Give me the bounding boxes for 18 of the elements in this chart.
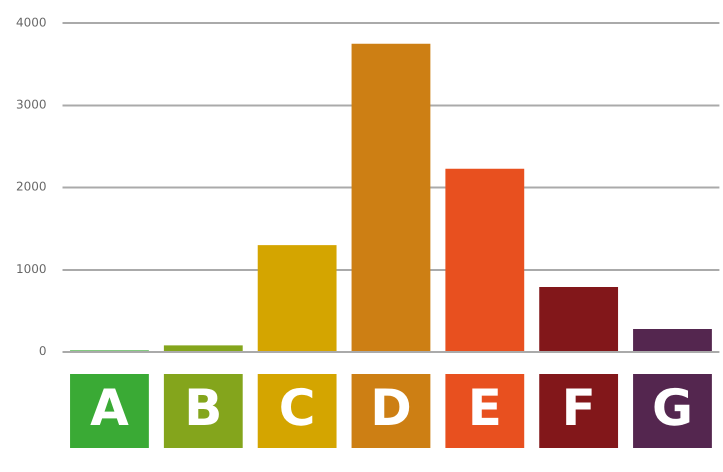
x-tick-label: E — [468, 378, 502, 437]
bar — [164, 345, 243, 351]
bar — [539, 287, 618, 351]
x-tick-label: D — [370, 378, 412, 437]
y-tick-label: 0 — [38, 344, 47, 358]
bar — [445, 168, 524, 351]
x-tick-label: B — [184, 378, 222, 437]
x-tick-label: G — [652, 378, 694, 437]
y-tick-label: 1000 — [16, 262, 47, 276]
x-tick-label: C — [278, 378, 316, 437]
bar — [633, 328, 712, 351]
bar — [258, 245, 337, 351]
y-tick-label: 4000 — [16, 15, 47, 30]
y-tick-label: 2000 — [16, 180, 47, 194]
x-tick-label: A — [90, 378, 130, 437]
x-tick-label: F — [562, 378, 596, 437]
y-tick-label: 3000 — [16, 98, 47, 112]
bar — [352, 44, 430, 351]
